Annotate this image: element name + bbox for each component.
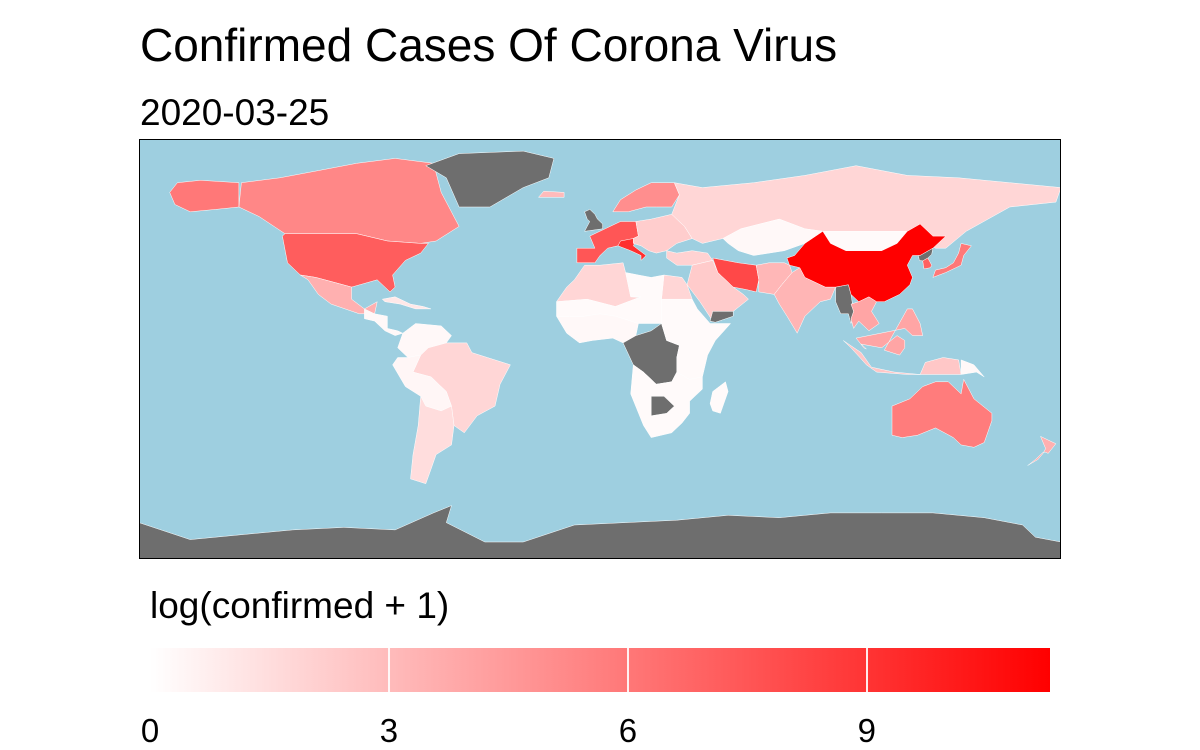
region-south-korea bbox=[922, 257, 932, 270]
region-papua-new-guinea bbox=[960, 359, 985, 378]
regions-layer bbox=[139, 150, 1061, 559]
region-china bbox=[786, 223, 947, 302]
legend-tick-label: 9 bbox=[857, 712, 876, 749]
chart-title: Confirmed Cases Of Corona Virus bbox=[140, 19, 838, 71]
region-argentina-chile bbox=[410, 396, 455, 484]
legend-tick-mark bbox=[387, 648, 390, 692]
legend-title: log(confirmed + 1) bbox=[150, 585, 450, 626]
region-malaysia-philippines bbox=[855, 308, 923, 356]
world-map bbox=[139, 139, 1061, 559]
map-frame bbox=[139, 139, 1061, 559]
region-madagascar bbox=[709, 381, 729, 414]
region-alaska-usa bbox=[169, 180, 240, 213]
region-north-korea bbox=[918, 247, 934, 262]
legend-tick-mark bbox=[865, 648, 868, 692]
region-botswana bbox=[650, 396, 675, 417]
region-antarctica bbox=[139, 505, 1061, 559]
region-yemen bbox=[709, 311, 734, 323]
region-canada bbox=[238, 158, 460, 244]
region-indonesia bbox=[843, 340, 962, 375]
region-caribbean bbox=[382, 296, 432, 310]
region-mexico bbox=[300, 274, 378, 315]
region-australia bbox=[891, 379, 993, 448]
legend-tick-label: 6 bbox=[618, 712, 638, 749]
legend-tick-label: 0 bbox=[140, 712, 160, 749]
region-india bbox=[773, 267, 836, 334]
region-iceland bbox=[538, 190, 565, 198]
legend-colorbar bbox=[150, 648, 1050, 692]
region-new-zealand bbox=[1027, 436, 1057, 466]
region-japan bbox=[932, 243, 972, 278]
region-italy bbox=[617, 238, 647, 261]
legend-tick-label: 3 bbox=[379, 712, 399, 749]
region-east-africa bbox=[661, 298, 731, 380]
chart-subtitle: 2020-03-25 bbox=[140, 92, 330, 133]
region-united-kingdom bbox=[584, 209, 603, 232]
world-map-panel bbox=[139, 139, 1061, 559]
region-greenland bbox=[425, 150, 555, 208]
legend-tick-mark bbox=[626, 648, 629, 692]
